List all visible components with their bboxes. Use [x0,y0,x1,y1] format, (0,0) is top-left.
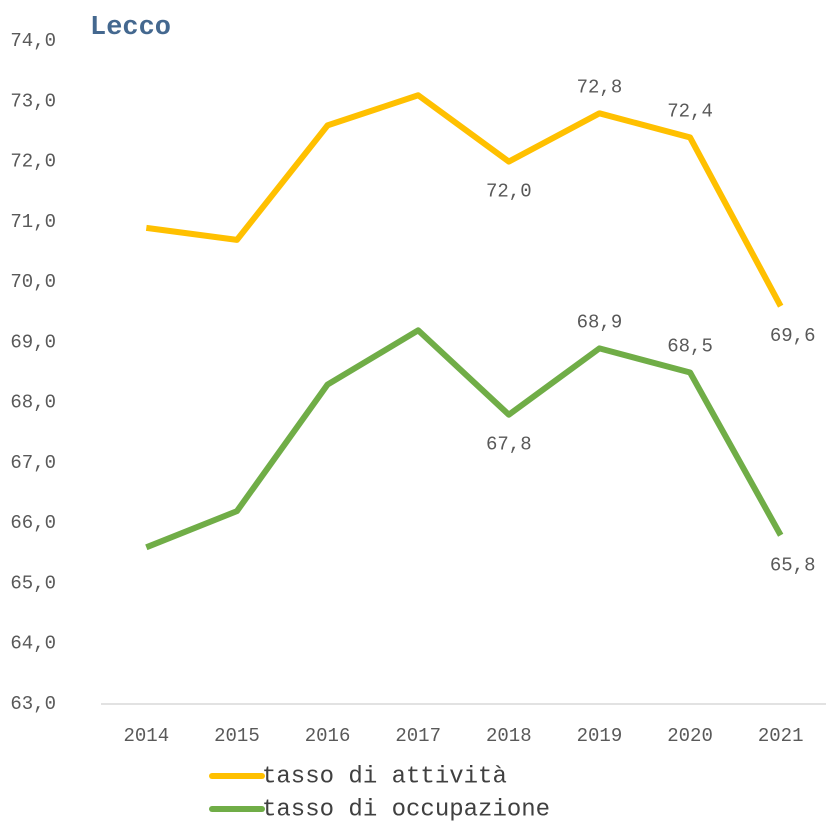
y-tick-label: 70,0 [10,271,56,293]
y-tick-label: 67,0 [10,452,56,474]
y-tick-label: 64,0 [10,633,56,655]
chart-title: Lecco [90,13,171,43]
y-tick-label: 65,0 [10,572,56,594]
y-tick-label: 74,0 [10,30,56,52]
y-tick-label: 72,0 [10,151,56,173]
data-label: 69,6 [770,325,816,347]
data-label: 72,0 [486,181,532,203]
y-tick-label: 63,0 [10,693,56,715]
y-tick-label: 71,0 [10,211,56,233]
legend-label: tasso di occupazione [262,796,550,823]
y-tick-label: 66,0 [10,512,56,534]
x-tick-label: 2021 [758,725,804,747]
x-tick-label: 2019 [577,725,623,747]
series-line [145,92,784,308]
data-label: 68,9 [577,311,623,333]
x-tick-label: 2016 [305,725,351,747]
series-line [145,327,784,551]
data-label: 72,8 [577,76,623,98]
legend-label: tasso di attività [262,763,507,790]
x-tick-label: 2020 [667,725,713,747]
x-tick-label: 2018 [486,725,532,747]
data-label: 72,4 [667,100,713,122]
x-tick-label: 2017 [395,725,441,747]
y-tick-label: 73,0 [10,90,56,112]
x-tick-label: 2015 [214,725,260,747]
y-tick-label: 69,0 [10,331,56,353]
x-tick-label: 2014 [124,725,170,747]
data-label: 65,8 [770,554,816,576]
data-label: 68,5 [667,336,713,358]
data-label: 67,8 [486,434,532,456]
y-tick-label: 68,0 [10,392,56,414]
